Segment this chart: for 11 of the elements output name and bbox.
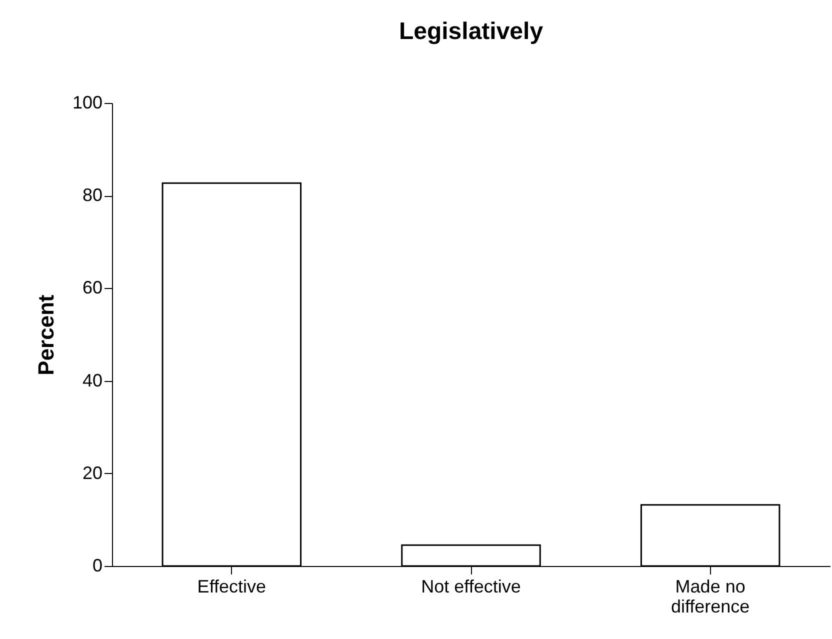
y-tick-label: 100 [72,92,102,112]
y-tick-label: 80 [82,185,102,206]
y-axis-title: Percent [33,294,58,376]
x-tick-label: Effective [197,576,266,596]
x-tick-label: Made no difference [670,576,750,616]
chart-title: Legislatively [398,18,544,45]
y-tick-label: 60 [82,278,102,298]
y-tick-label: 20 [82,462,102,483]
y-tick-label: 0 [92,556,102,576]
y-tick-label: 40 [82,370,102,390]
x-tick-label: Not effective [421,576,521,596]
